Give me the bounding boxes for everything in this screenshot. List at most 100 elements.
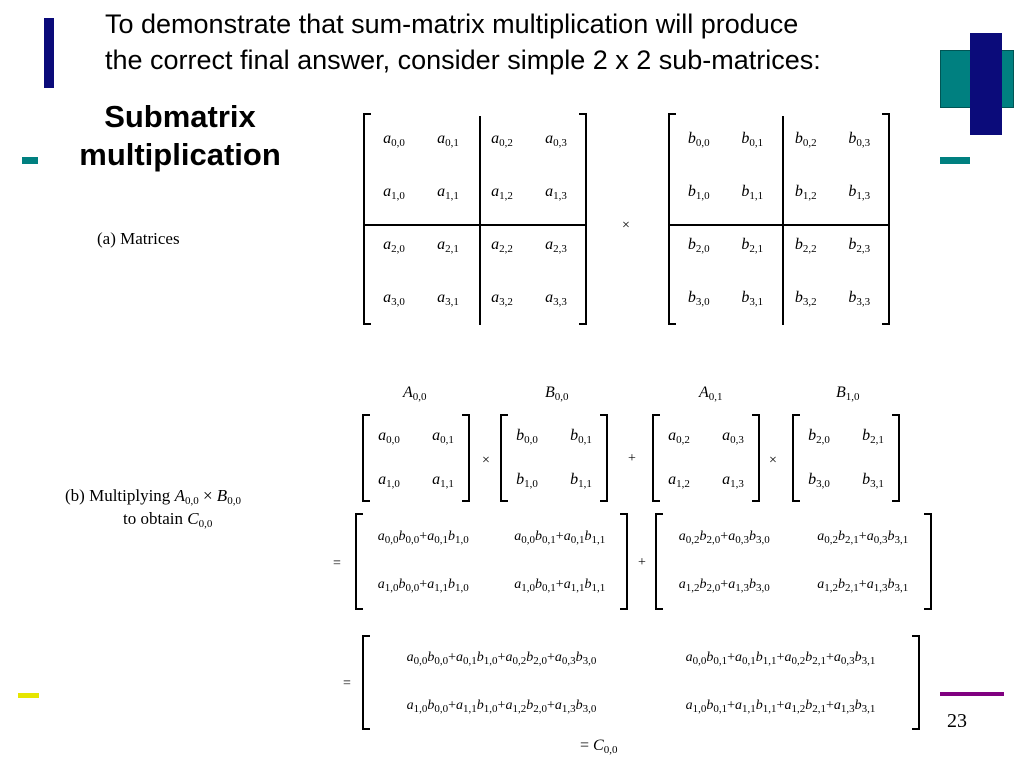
matrix-cell: b2,0: [808, 427, 830, 446]
math-symbol: a1,0: [378, 470, 400, 490]
math-symbol: b1,0: [447, 528, 469, 546]
matrix-cell: a3,0: [383, 289, 405, 308]
math-symbol: a0,2: [678, 528, 700, 546]
math-symbol: a2,1: [437, 236, 459, 255]
math-symbol: b3,1: [862, 470, 884, 490]
math-symbol: b2,0: [699, 528, 721, 546]
matrix-cell: a0,0b0,1+a0,1b1,1+a0,2b2,1+a0,3b3,1: [685, 650, 876, 668]
math-symbol: a0,2: [491, 130, 513, 149]
heading-line-1: Submatrix: [104, 99, 256, 134]
submatrix-b10: b2,0 b2,1 b3,0 b3,1: [792, 414, 900, 502]
math-symbol: b3,2: [794, 289, 817, 308]
math-symbol: a0,1: [735, 650, 756, 668]
math-symbol: b2,3: [848, 236, 871, 255]
math-symbol: a0,0: [383, 130, 405, 149]
math-symbol: b1,1: [584, 577, 606, 595]
matrix-cell: b2,2: [795, 236, 817, 255]
math-symbol: b3,1: [887, 577, 909, 595]
matrix-cell: a1,2b2,0+a1,3b3,0: [678, 577, 770, 595]
matrix-cell: b3,2: [795, 289, 817, 308]
math-symbol: a0,2: [668, 426, 690, 446]
math-symbol: b2,0: [808, 426, 830, 446]
math-symbol: a0,1: [456, 650, 477, 668]
matrix-a: a0,0 a0,1 a0,2 a0,3 a1,0 a1,1 a1,2 a1,3 a2,0 a2,1…: [363, 113, 587, 325]
math-symbol: b1,0: [447, 577, 469, 595]
math-symbol: b0,0: [687, 130, 710, 149]
math-symbol: b1,1: [755, 697, 777, 715]
submatrix-b00: b0,0 b0,1 b1,0 b1,1: [500, 414, 608, 502]
math-symbol: C0,0: [187, 509, 213, 530]
label-b00: B0,0: [545, 384, 569, 403]
product-matrix-1: a0,0b0,0+a0,1b1,0 a0,0b0,1+a0,1b1,1 a1,0b0…: [355, 513, 628, 610]
math-symbol: a3,3: [545, 289, 567, 308]
matrix-cell: b2,1: [741, 236, 763, 255]
math-symbol: b1,0: [476, 650, 498, 668]
matrix-cell: a0,0b0,0+a0,1b1,0+a0,2b2,0+a0,3b3,0: [406, 650, 597, 668]
math-symbol: b2,1: [838, 528, 859, 546]
matrix-cell: b1,0: [516, 471, 538, 490]
matrix-cell: b3,1: [862, 471, 884, 490]
math-symbol: a0,0: [514, 528, 536, 546]
math-symbol: a0,0: [378, 426, 400, 446]
matrix-cell: a2,0: [383, 236, 405, 255]
matrix-cell: a0,1: [432, 427, 454, 446]
math-symbol: b3,0: [687, 289, 710, 308]
matrix-cell: b2,0: [688, 236, 710, 255]
product-matrix-2: a0,2b2,0+a0,3b3,0 a0,2b2,1+a0,3b3,1 a1,2b2…: [655, 513, 932, 610]
matrix-cell: a0,0: [378, 427, 400, 446]
matrix-cell: b1,0: [688, 183, 710, 202]
math-symbol: a1,3: [728, 577, 749, 595]
math-symbol: a1,2: [784, 697, 806, 715]
math-symbol: a1,0: [383, 183, 405, 202]
matrix-cell: b2,1: [862, 427, 884, 446]
math-symbol: b2,0: [699, 577, 721, 595]
caption-a: (a) Matrices: [97, 229, 180, 248]
math-symbol: b0,0: [398, 577, 420, 595]
matrix-cell: a2,3: [545, 236, 567, 255]
matrix-cell: b0,0: [688, 130, 710, 149]
math-symbol: a1,1: [563, 577, 585, 595]
purple-line: [940, 692, 1004, 696]
math-symbol: a0,2: [505, 650, 527, 668]
math-symbol: a3,0: [383, 289, 405, 308]
math-symbol: a0,3: [833, 650, 855, 668]
math-symbol: b3,1: [854, 697, 876, 715]
math-symbol: b3,3: [848, 289, 871, 308]
math-symbol: a3,2: [491, 289, 513, 308]
matrix-cell: a1,2b2,1+a1,3b3,1: [817, 577, 909, 595]
math-symbol: b0,1: [570, 426, 592, 446]
left-navy-bar: [44, 18, 54, 88]
math-symbol: a0,3: [545, 130, 567, 149]
navy-block: [970, 33, 1002, 135]
matrix-cell: b1,3: [848, 183, 870, 202]
math-symbol: a1,0: [406, 697, 428, 715]
math-symbol: a1,2: [817, 577, 839, 595]
matrix-cell: a1,2: [668, 471, 690, 490]
math-symbol: a1,0: [514, 577, 536, 595]
math-symbol: a1,2: [505, 697, 527, 715]
math-symbol: a1,0: [685, 697, 707, 715]
math-symbol: b0,0: [516, 426, 538, 446]
math-symbol: a1,3: [722, 470, 744, 490]
times-sign: ×: [622, 218, 630, 233]
math-symbol: b1,2: [794, 183, 817, 202]
matrix-cell: a1,0b0,1+a1,1b1,1+a1,2b2,1+a1,3b3,1: [685, 697, 876, 715]
math-symbol: b0,0: [427, 650, 449, 668]
label-a01: A0,1: [699, 384, 723, 403]
math-symbol: b2,2: [794, 236, 817, 255]
teal-bullet: [22, 157, 38, 164]
math-symbol: a1,2: [668, 470, 690, 490]
math-symbol: b0,1: [535, 577, 556, 595]
math-symbol: A0,1: [699, 384, 723, 403]
matrix-cell: a0,3: [545, 130, 567, 149]
math-symbol: a1,3: [833, 697, 855, 715]
math-symbol: a3,1: [437, 289, 459, 308]
matrix-cell: b0,1: [741, 130, 763, 149]
matrix-cell: b1,2: [795, 183, 817, 202]
math-symbol: b0,1: [706, 697, 728, 715]
math-symbol: b3,0: [748, 577, 770, 595]
matrix-b-partition-v: [782, 116, 784, 325]
math-symbol: b1,1: [584, 528, 606, 546]
math-symbol: a0,1: [427, 528, 448, 546]
matrix-b-partition-h: [670, 224, 888, 226]
